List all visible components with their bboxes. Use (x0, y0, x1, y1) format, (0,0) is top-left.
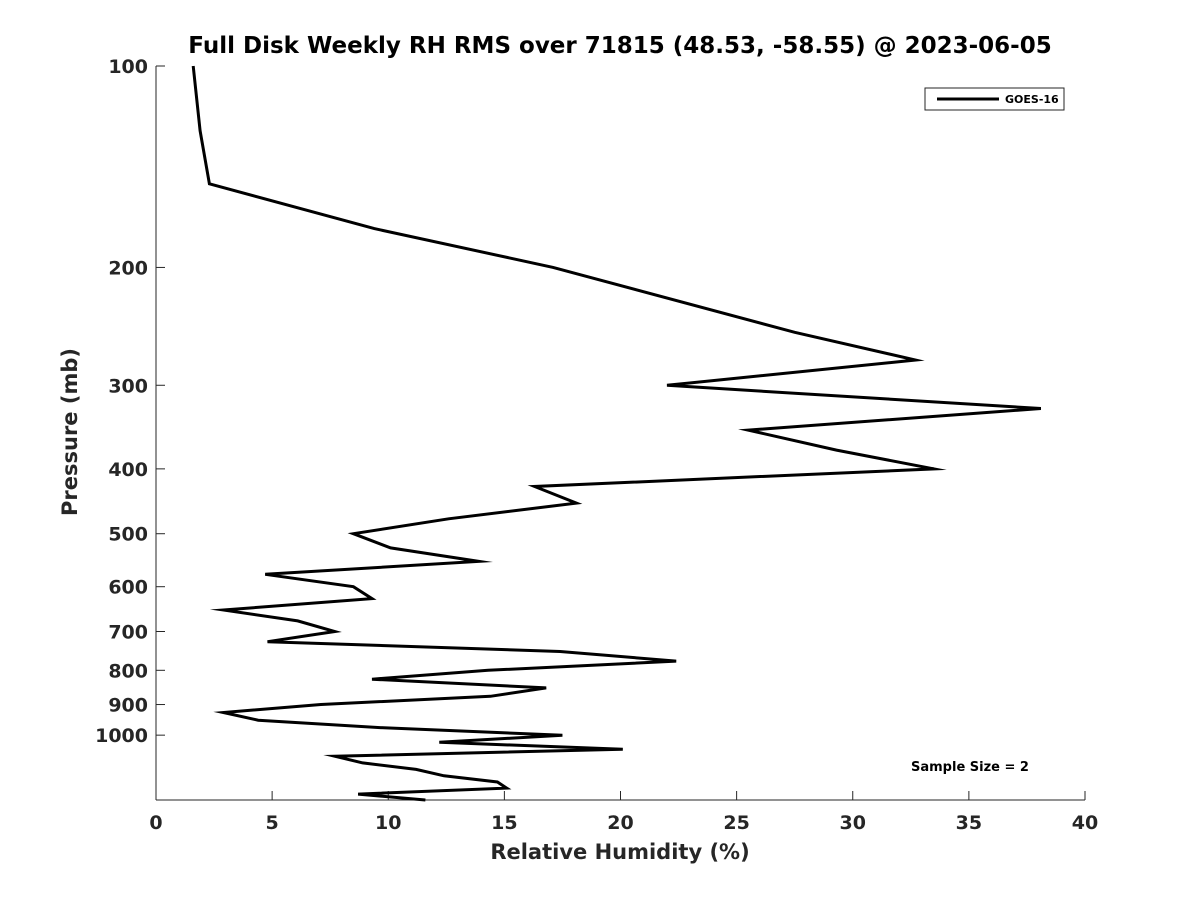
x-ticks: 0 5 10 15 20 25 30 35 40 (149, 791, 1098, 834)
x-tick-label: 0 (149, 812, 162, 834)
y-tick-label: 200 (108, 257, 148, 279)
x-tick-label: 10 (375, 812, 401, 834)
y-tick-label: 400 (108, 459, 148, 481)
y-tick-label: 800 (108, 660, 148, 682)
y-tick-label: 600 (108, 577, 148, 599)
sample-size-annotation: Sample Size = 2 (911, 760, 1029, 775)
y-tick-label: 700 (108, 621, 148, 643)
y-tick-label: 100 (108, 56, 148, 78)
y-tick-label: 500 (108, 524, 148, 546)
y-tick-label: 900 (108, 695, 148, 717)
x-tick-label: 20 (607, 812, 633, 834)
x-axis-label: Relative Humidity (%) (490, 840, 749, 864)
x-tick-label: 15 (491, 812, 517, 834)
y-tick-label: 300 (108, 375, 148, 397)
x-tick-label: 40 (1072, 812, 1098, 834)
y-tick-label: 1000 (95, 725, 148, 747)
x-tick-label: 25 (723, 812, 749, 834)
series-line-goes-16 (191, 65, 1042, 802)
legend-label-goes-16: GOES-16 (1005, 93, 1059, 106)
x-tick-label: 35 (956, 812, 982, 834)
series-group (191, 65, 1042, 802)
x-tick-label: 5 (266, 812, 279, 834)
x-tick-label: 30 (840, 812, 866, 834)
chart-title: Full Disk Weekly RH RMS over 71815 (48.5… (188, 33, 1051, 59)
y-axis-label: Pressure (mb) (58, 348, 82, 516)
y-ticks: 100 200 300 400 500 600 700 800 900 1000 (95, 56, 165, 747)
legend: GOES-16 (924, 87, 1065, 111)
